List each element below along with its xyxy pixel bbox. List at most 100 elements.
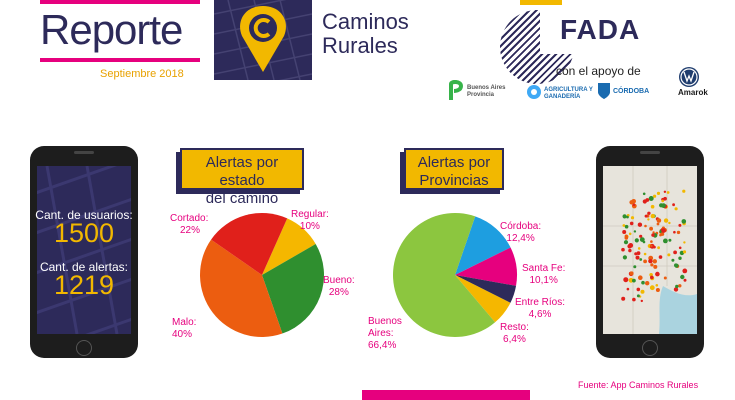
header-top-accent [40, 0, 200, 4]
chart1-label-regular: Regular: 10% [291, 209, 329, 233]
sponsor-label: Buenos Aires Provincia [467, 85, 506, 98]
chart1-label-cortado: Cortado: 22% [170, 213, 208, 237]
chart1-title-line2: del camino [205, 190, 279, 207]
alert-marker [683, 241, 686, 244]
alert-marker [674, 263, 679, 268]
chart2-label-cordoba: Córdoba: 12,4% [500, 221, 541, 245]
alert-marker [644, 224, 647, 228]
slice-name: Malo: [172, 317, 197, 328]
alert-marker [637, 247, 641, 250]
sponsor-label: CÓRDOBA [613, 88, 650, 95]
users-label: Cant. de usuarios: [35, 208, 133, 222]
phone-home-button [642, 340, 658, 356]
alert-marker [674, 207, 678, 211]
chart2-slice-buenosaires [392, 212, 496, 337]
alert-marker [663, 190, 667, 193]
sponsor-cordoba: CÓRDOBA [597, 82, 657, 102]
alert-marker [633, 265, 637, 269]
alert-marker [663, 218, 669, 223]
chart2-label-buenosaires: Buenos Aires: 66,4% [368, 316, 402, 352]
alert-marker [643, 259, 647, 264]
alert-marker [658, 255, 663, 259]
buenos-aires-logo-icon [449, 80, 464, 100]
alert-marker [629, 221, 634, 226]
alert-marker [650, 275, 654, 280]
alert-marker [673, 250, 677, 255]
brand-line-1: Caminos [322, 9, 409, 34]
alert-marker [673, 230, 676, 234]
alert-marker [636, 251, 641, 256]
alert-marker [623, 277, 629, 283]
slice-value: 4,6% [528, 309, 552, 320]
sponsor-buenos-aires: Buenos Aires Provincia [448, 80, 518, 102]
alert-marker [634, 252, 638, 256]
alert-marker [628, 248, 632, 253]
sponsor-label: AGRICULTURA Y GANADERÍA [544, 87, 593, 100]
alert-marker [629, 271, 634, 276]
alert-marker [655, 288, 660, 292]
alert-marker [642, 199, 647, 204]
alert-marker [680, 274, 685, 280]
alert-marker [623, 240, 629, 245]
chart1-label-bueno: Bueno: 28% [323, 275, 355, 299]
alert-marker [652, 259, 657, 264]
alert-marker [639, 258, 643, 261]
alert-marker [630, 216, 635, 220]
alert-marker [655, 284, 659, 287]
alert-marker [645, 281, 650, 286]
slice-value: 66,4% [368, 340, 397, 351]
sponsor-agricultura: AGRICULTURA Y GANADERÍA [526, 84, 596, 104]
slice-name: Córdoba: [500, 221, 542, 232]
chart1-title-box: Alertas por estado del camino [180, 148, 304, 207]
chart2-title-line1: Alertas por [417, 154, 491, 171]
alert-marker [663, 276, 667, 280]
alert-marker [656, 191, 661, 195]
chart1-slice-cortado [211, 213, 288, 275]
alert-marker [642, 192, 646, 196]
slice-value: 6,4% [503, 334, 526, 345]
bottom-accent-bar [362, 390, 530, 400]
chart2-slice-entreríos [455, 275, 517, 303]
sea-area [659, 286, 697, 334]
support-text: con el apoyo de [556, 64, 641, 78]
alert-marker [682, 250, 687, 254]
chart2-label-resto: Resto: 6,4% [500, 322, 529, 346]
alert-marker [650, 263, 654, 267]
slice-value: 22% [180, 225, 201, 236]
alert-marker [667, 253, 671, 257]
alert-marker [660, 232, 665, 236]
slice-name-line2: Aires: [368, 328, 394, 339]
screen-grid-pattern [37, 166, 131, 334]
alert-marker [632, 297, 636, 302]
chart2-slice-córdoba [455, 216, 511, 275]
alert-marker [644, 214, 648, 218]
alert-marker [678, 284, 682, 288]
slice-name: Bueno: [323, 275, 355, 286]
report-date: Septiembre 2018 [100, 68, 184, 80]
alert-marker [661, 228, 666, 233]
brand-line-2: Rurales [322, 33, 398, 58]
slice-value: 28% [328, 287, 349, 298]
alert-marker [632, 203, 636, 206]
slice-value: 40% [172, 329, 193, 340]
alert-marker [628, 232, 632, 236]
chart2-slice-santafe [455, 247, 517, 286]
alert-marker [647, 218, 650, 221]
alert-marker [637, 222, 643, 227]
alert-marker [640, 289, 645, 294]
alert-marker [682, 268, 688, 274]
chart1-slice-regular [262, 218, 316, 275]
alert-marker [639, 234, 643, 238]
sponsor-amarok: Amarok [678, 88, 708, 97]
alert-marker [655, 271, 660, 277]
title-underline [40, 58, 200, 62]
alert-marker [641, 280, 645, 285]
slice-value: 12,4% [506, 233, 535, 244]
alert-marker [624, 224, 629, 229]
chart1-slice-malo [200, 239, 283, 337]
alert-marker [640, 299, 643, 303]
alert-marker [682, 189, 686, 193]
cordoba-shield-icon [598, 83, 610, 99]
slice-name: Entre Ríos: [515, 297, 566, 308]
